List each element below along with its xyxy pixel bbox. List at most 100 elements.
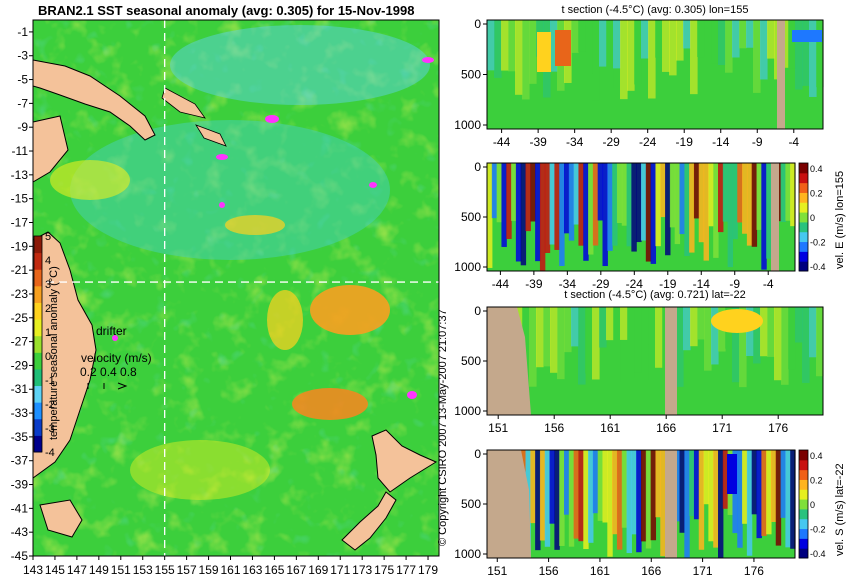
section-stripe: [602, 163, 608, 267]
map-colorbar-tick-label: 0: [45, 351, 51, 363]
map-x-tick-label: 149: [89, 563, 109, 577]
map-colorbar-swatch: [34, 385, 42, 403]
section-x-tick-label: -24: [639, 135, 657, 149]
section-x-tick-label: -39: [525, 277, 543, 291]
section-stripe: [620, 20, 628, 100]
map-y-tick-label: -27: [11, 335, 29, 349]
section-stripe: [770, 450, 777, 522]
map-y-tick-label: -31: [11, 382, 29, 396]
section-stripe: [790, 163, 796, 227]
section-stripe: [788, 307, 796, 370]
section-stripe: [645, 163, 652, 262]
map-x-tick-label: 145: [45, 563, 65, 577]
section-stripe: [746, 307, 754, 356]
section-stripe: [816, 307, 824, 377]
section-stripe: [487, 163, 493, 268]
section-stripe: [529, 20, 537, 84]
section-x-tick-label: -9: [729, 277, 740, 291]
map-x-tick-label: 159: [199, 563, 219, 577]
section-stripe: [536, 307, 544, 368]
section-land: [665, 307, 677, 415]
map-y-tick-label: -13: [11, 168, 29, 182]
section-land: [487, 450, 531, 558]
section-y-tick-label: 1000: [454, 404, 481, 418]
map-colorbar-tick-label: -3: [45, 423, 55, 435]
section-x-tick-label: -39: [529, 135, 547, 149]
section-stripe: [753, 20, 761, 93]
map-colorbar-swatch: [34, 269, 42, 287]
map-y-ticks: -1 -3 -5 -7 -9 -11 -13 -15 -17 -19 -21 -23 -25 -27 -29…: [11, 25, 33, 563]
section-stripe: [780, 450, 786, 518]
section-stripe: [641, 307, 649, 380]
map-y-tick-label: -45: [11, 549, 29, 563]
velocity-colorbar-swatch: [799, 450, 808, 461]
velocity-colorbar-swatch: [799, 489, 808, 500]
section-stripe: [718, 450, 724, 558]
section-stripe: [674, 450, 681, 522]
section-stripe: [679, 450, 685, 533]
section-stripe: [515, 20, 523, 95]
section-stripe: [564, 163, 570, 234]
section-stripe: [557, 307, 565, 380]
map-x-tick-label: 169: [308, 563, 328, 577]
section-stripe: [522, 20, 530, 100]
section-stripe: [592, 163, 599, 246]
velocity-label: velocity (m/s): [81, 351, 152, 365]
map-crosshair: [33, 20, 439, 556]
section-stripe: [578, 163, 584, 246]
section-stripe: [781, 307, 789, 385]
section-stripe: [676, 307, 684, 387]
section-y-tick-label: 1000: [454, 118, 481, 132]
section-title: t section (-4.5°C) (avg: 0.721) lat=-22: [564, 289, 745, 301]
section-y-tick-label: 1000: [454, 547, 481, 561]
map-land: [32, 59, 438, 551]
section-warm-patch: [555, 30, 571, 66]
section-stripe: [708, 450, 714, 542]
map-colorbar: 5 4 3 2 1 0 -1 -2 -3 -4: [33, 231, 55, 459]
section-stripe: [655, 163, 661, 247]
section-y-tick-label: 500: [461, 354, 481, 368]
section-stripe: [612, 163, 618, 246]
section-x-tick-label: -14: [712, 135, 730, 149]
section-stripe: [703, 163, 709, 261]
map-y-tick-label: -21: [11, 263, 29, 277]
section-stripe: [785, 450, 791, 548]
section-stripe: [684, 450, 690, 558]
velocity-colorbar-tick-label: 0: [810, 500, 815, 510]
velocity-colorbar-swatch: [799, 518, 808, 530]
section-cold-patch: [792, 30, 822, 42]
section-stripe: [559, 450, 565, 546]
section-warm-patch: [537, 32, 551, 72]
section-stripe: [650, 163, 657, 264]
velocity-colorbar-swatch: [799, 231, 808, 243]
section-stripe: [645, 450, 652, 549]
section-stripe: [816, 20, 824, 88]
section-stripe: [522, 307, 530, 345]
section-stripe: [599, 307, 607, 348]
velocity-colorbar-swatch: [799, 241, 808, 252]
section-stripe: [606, 20, 614, 89]
map-title: BRAN2.1 SST seasonal anomaly (avg: 0.305…: [38, 3, 414, 18]
section-warm-patch: [711, 309, 763, 333]
section-x-tick-label: -44: [493, 135, 511, 149]
section-stripe: [774, 307, 782, 381]
velocity-colorbar-tick-label: 0.2: [810, 189, 823, 199]
map-y-tick-label: -33: [11, 406, 29, 420]
section-stripe: [760, 307, 768, 357]
map-colorbar-swatch: [34, 285, 42, 303]
section-x-tick-label: -44: [492, 277, 510, 291]
map-y-tick-label: -39: [11, 478, 29, 492]
map-x-tick-label: 173: [352, 563, 372, 577]
section-stripe: [539, 450, 546, 541]
section-stripe: [780, 163, 786, 222]
section-stripe: [613, 307, 621, 383]
section-stripe: [708, 163, 714, 227]
section-x-tick-label: -34: [566, 135, 584, 149]
copyright-notice: © Copyright CSIRO 2007: [437, 422, 449, 546]
map-colorbar-swatch: [34, 368, 42, 387]
section-stripe: [802, 20, 810, 86]
map-x-tick-label: 147: [67, 563, 87, 577]
section-stripe: [753, 307, 761, 364]
map-x-tick-label: 163: [242, 563, 262, 577]
section-stripe: [636, 163, 642, 243]
